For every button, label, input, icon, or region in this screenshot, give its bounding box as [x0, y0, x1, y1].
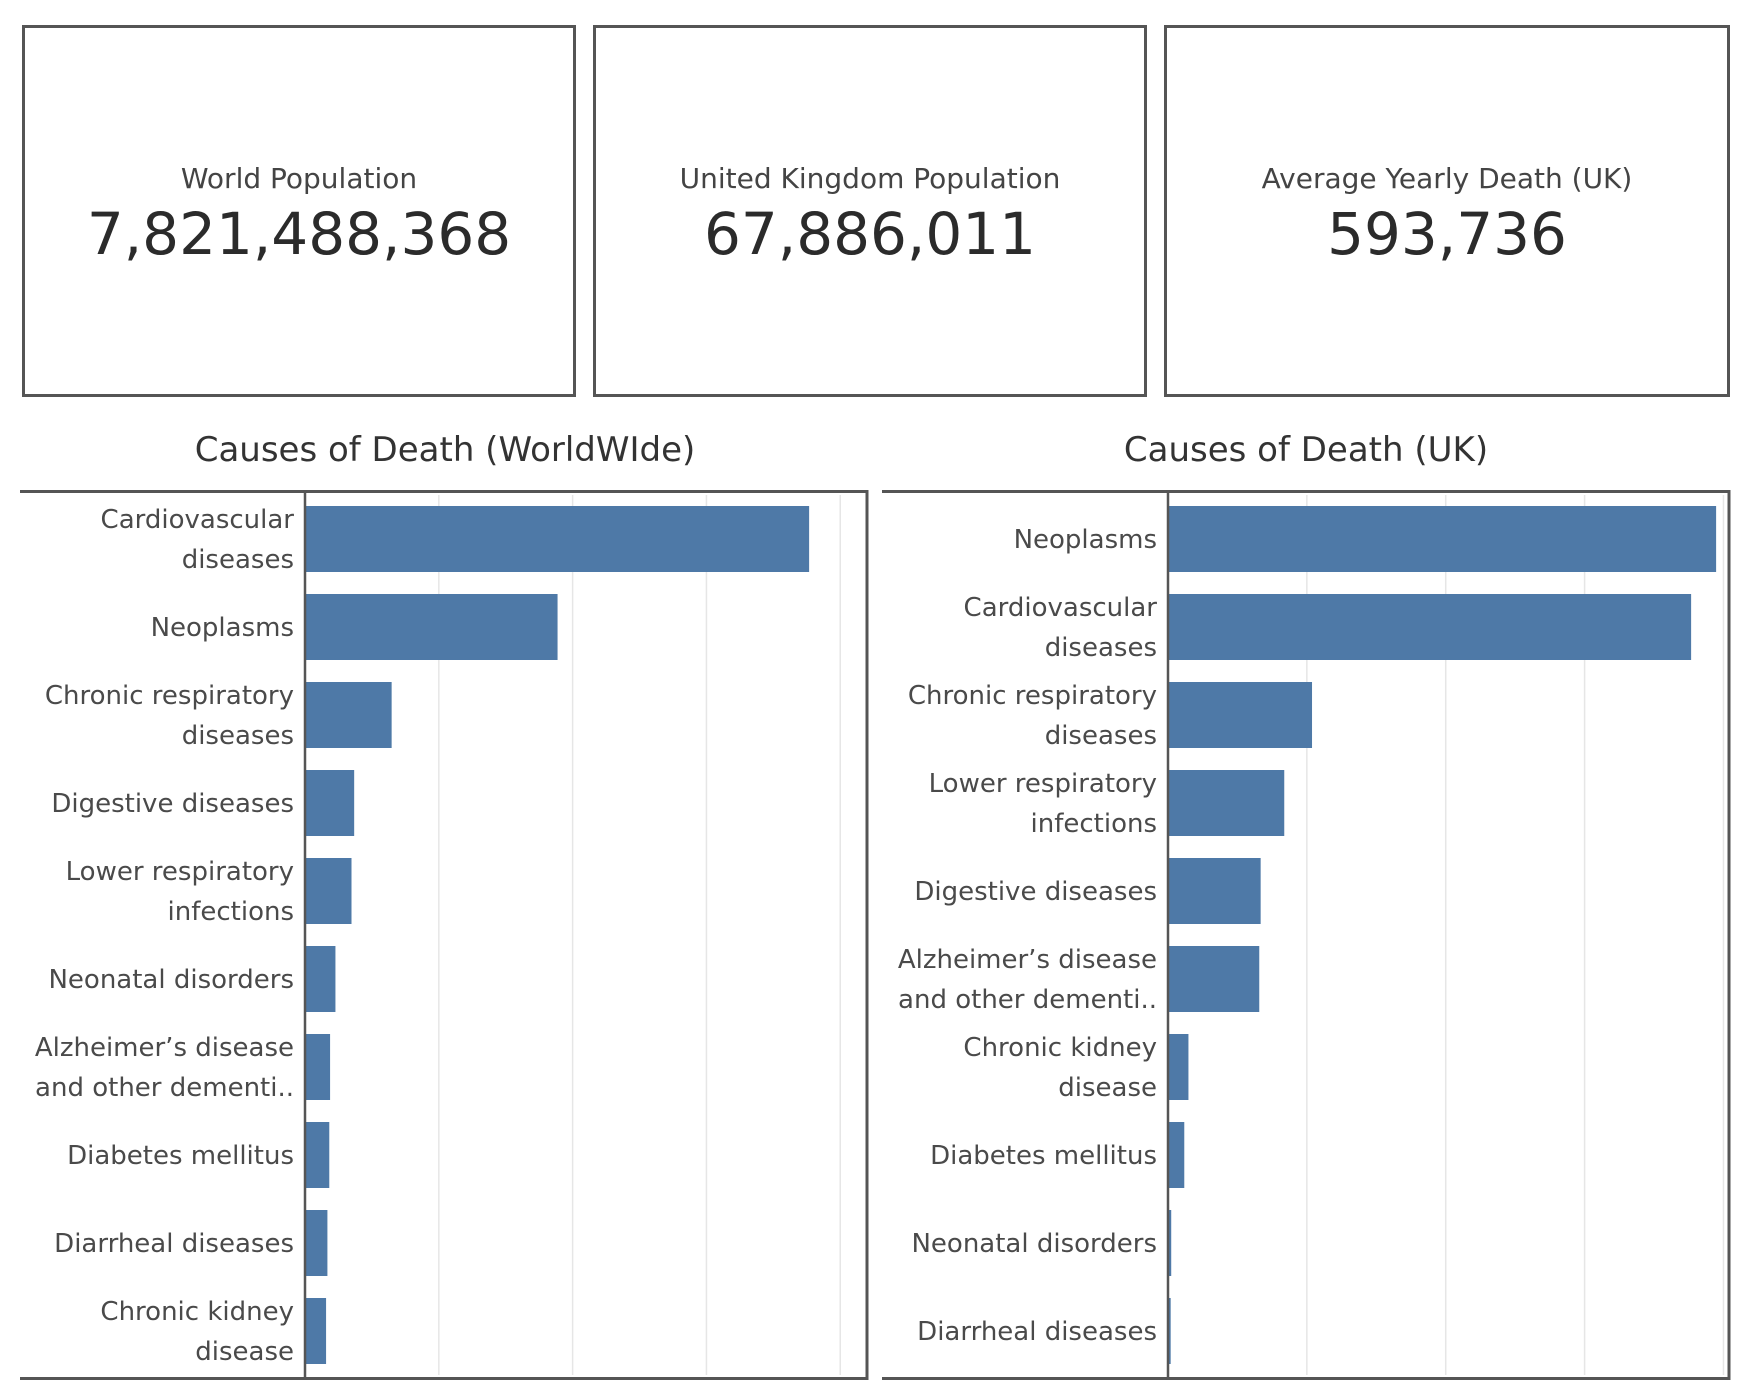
- category-label: diseases: [1045, 721, 1157, 751]
- category-label: Chronic respiratory: [45, 681, 294, 711]
- bar: [1169, 506, 1717, 572]
- category-label: disease: [1058, 1073, 1157, 1103]
- category-label: Diarrheal diseases: [917, 1317, 1157, 1347]
- category-label: Chronic respiratory: [908, 681, 1157, 711]
- chart-title-worldwide: Causes of Death (WorldWIde): [194, 430, 696, 470]
- bar: [1169, 1034, 1189, 1100]
- category-label: Digestive diseases: [51, 789, 294, 819]
- category-label: Cardiovascular: [964, 593, 1158, 623]
- bar: [306, 594, 558, 660]
- category-label: and other dementi..: [35, 1073, 294, 1103]
- category-label: infections: [168, 897, 295, 927]
- bar: [1169, 1122, 1185, 1188]
- bar: [1169, 858, 1261, 924]
- category-label: Neoplasms: [151, 613, 294, 643]
- bar: [306, 682, 392, 748]
- category-label: Lower respiratory: [929, 769, 1157, 799]
- kpi-card-uk-yearly-death: Average Yearly Death (UK) 593,736: [1164, 25, 1730, 397]
- category-label: diseases: [182, 545, 294, 575]
- category-label: Alzheimer’s disease: [898, 945, 1157, 975]
- bar: [306, 1298, 327, 1364]
- bar: [306, 858, 352, 924]
- kpi-value: 593,736: [1327, 200, 1567, 268]
- category-label: Diarrheal diseases: [54, 1229, 294, 1259]
- bar: [306, 506, 810, 572]
- kpi-label: World Population: [180, 162, 418, 195]
- category-label: Alzheimer’s disease: [35, 1033, 294, 1063]
- bar: [1169, 594, 1692, 660]
- category-label: Cardiovascular: [101, 505, 295, 535]
- category-label: Diabetes mellitus: [67, 1141, 294, 1171]
- chart-title-uk: Causes of Death (UK): [1123, 430, 1489, 470]
- bar: [306, 770, 355, 836]
- kpi-value: 67,886,011: [703, 200, 1037, 268]
- bar: [306, 1034, 331, 1100]
- category-label: diseases: [182, 721, 294, 751]
- category-label: Neonatal disorders: [48, 965, 294, 995]
- category-label: infections: [1031, 809, 1158, 839]
- category-label: and other dementi..: [898, 985, 1157, 1015]
- kpi-value: 7,821,488,368: [86, 200, 512, 268]
- bar: [1169, 682, 1313, 748]
- category-label: diseases: [1045, 633, 1157, 663]
- category-label: Diabetes mellitus: [930, 1141, 1157, 1171]
- bar: [1169, 1298, 1171, 1364]
- category-label: Digestive diseases: [914, 877, 1157, 907]
- bar: [306, 946, 336, 1012]
- kpi-card-uk-population: United Kingdom Population 67,886,011: [593, 25, 1147, 397]
- bar: [306, 1122, 330, 1188]
- kpi-label: Average Yearly Death (UK): [1261, 162, 1633, 195]
- category-label: Neonatal disorders: [911, 1229, 1157, 1259]
- worldwide-causes-bar-chart: Cardiovascular diseases Neoplasms Chronic r…: [20, 490, 869, 1380]
- uk-causes-bar-chart: Neoplasms Cardiovascular diseases Chronic r…: [882, 490, 1731, 1380]
- bar: [1169, 946, 1260, 1012]
- category-label: Neoplasms: [1014, 525, 1157, 555]
- category-label: Lower respiratory: [66, 857, 294, 887]
- bar: [1169, 770, 1285, 836]
- bar: [306, 1210, 328, 1276]
- kpi-card-world-population: World Population 7,821,488,368: [22, 25, 576, 397]
- kpi-label: United Kingdom Population: [679, 162, 1061, 195]
- bar: [1169, 1210, 1172, 1276]
- category-label: Chronic kidney: [963, 1033, 1157, 1063]
- category-label: Chronic kidney: [100, 1297, 294, 1327]
- category-label: disease: [195, 1337, 294, 1367]
